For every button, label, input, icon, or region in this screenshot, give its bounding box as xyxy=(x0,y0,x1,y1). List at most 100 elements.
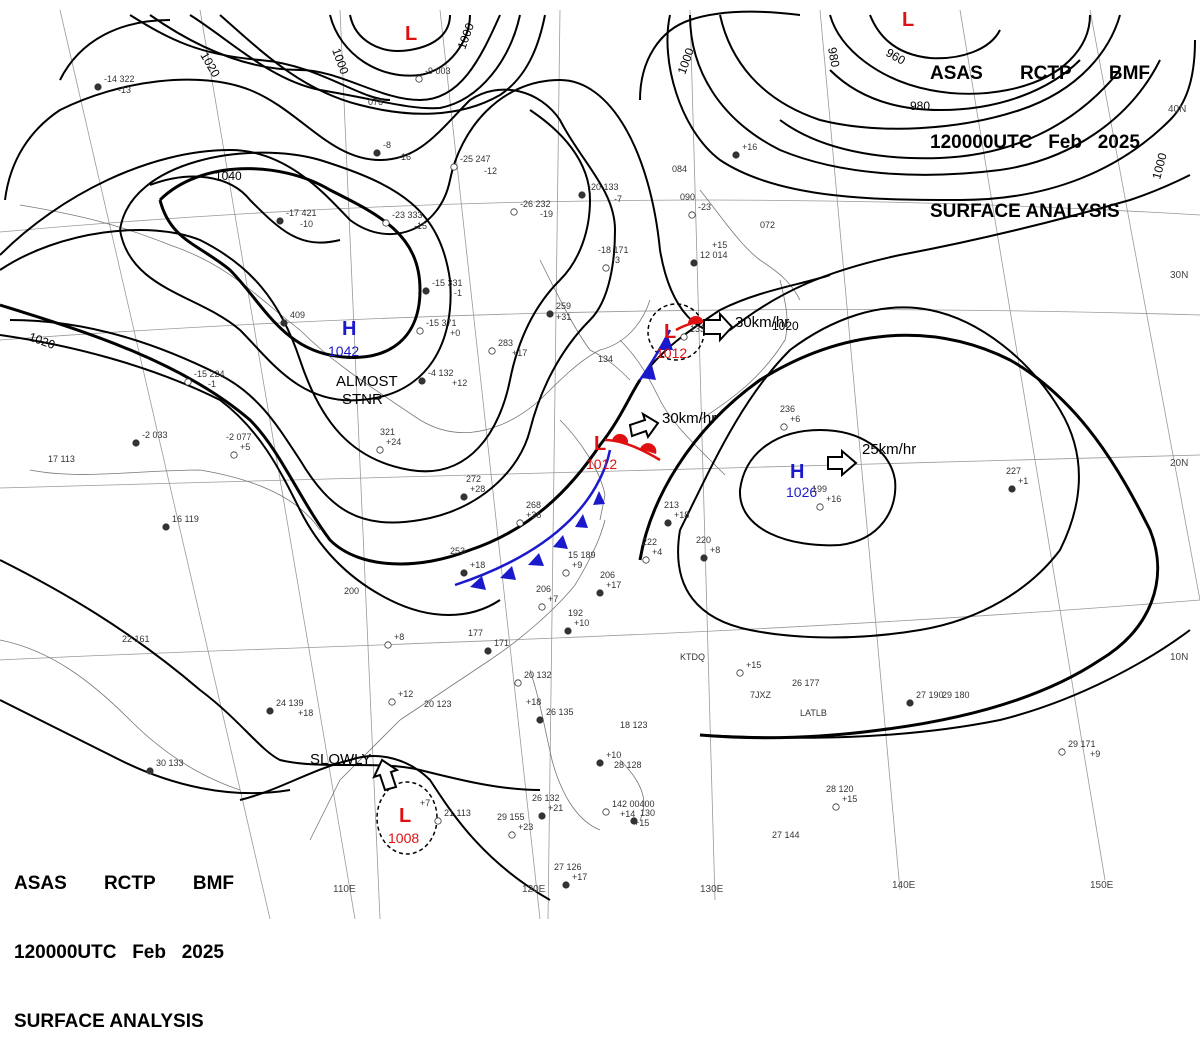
motion-arrow-icon xyxy=(372,758,400,792)
station-plot-value: 27 144 xyxy=(772,830,800,840)
station-plot-value: +12 xyxy=(398,689,413,699)
svg-text:150E: 150E xyxy=(1090,880,1114,891)
low-symbol: L xyxy=(594,433,606,455)
station-plot-value: 199 xyxy=(812,484,827,494)
station-plot-value: +31 xyxy=(556,312,571,322)
station-plot-value: +5 xyxy=(240,442,250,452)
station-plot-value: 090 xyxy=(680,192,695,202)
station-plot-value: 213 xyxy=(664,500,679,510)
station-plot-value: +8 xyxy=(710,545,720,555)
station-circle-icon xyxy=(382,219,390,227)
station-plot-value: +7 xyxy=(548,594,558,604)
station-plot-value: 321 xyxy=(380,427,395,437)
station-plot-value: -17 421 xyxy=(286,208,317,218)
svg-text:140E: 140E xyxy=(892,880,916,891)
station-circle-icon xyxy=(94,83,102,91)
station-circle-icon xyxy=(602,264,610,272)
station-circle-icon xyxy=(1008,485,1016,493)
station-plot-value: +10 xyxy=(606,750,621,760)
station-plot-value: +15 xyxy=(634,818,649,828)
station-plot-value: -18 171 xyxy=(598,245,629,255)
station-plot-value: 133 xyxy=(690,324,705,334)
station-plot-value: 084 xyxy=(672,164,687,174)
station-plot-value: -20 133 xyxy=(588,182,619,192)
station-plot-value: 192 xyxy=(568,608,583,618)
isobar-label: 980 xyxy=(910,99,930,113)
station-plot-value: 12 014 xyxy=(700,250,728,260)
station-plot-value: +4 xyxy=(652,547,662,557)
svg-text:40N: 40N xyxy=(1168,104,1186,115)
station-plot-value: +14 xyxy=(620,809,635,819)
slowly-label: SLOWLY xyxy=(310,751,371,768)
low-symbol: L xyxy=(405,23,417,45)
station-plot-value: 20 132 xyxy=(524,670,552,680)
low-center-north-2: L xyxy=(902,9,914,31)
station-plot-value: 177 xyxy=(468,628,483,638)
station-plot-value: +9 xyxy=(1090,749,1100,759)
station-plot-value: -23 xyxy=(698,202,711,212)
isobar-label: 1020 xyxy=(772,319,799,333)
station-circle-icon xyxy=(146,767,154,775)
station-plot-value: -2 077 xyxy=(226,432,252,442)
station-plot-value: +12 xyxy=(452,378,467,388)
station-circle-icon xyxy=(434,817,442,825)
station-plot-value: +15 xyxy=(712,240,727,250)
station-circle-icon xyxy=(450,163,458,171)
station-plot-value: 26 135 xyxy=(546,707,574,717)
station-plot-value: -13 xyxy=(118,85,131,95)
station-plot-value: 29 155 xyxy=(497,812,525,822)
station-plot-value: +7 xyxy=(420,798,430,808)
station-plot-value: +17 xyxy=(572,872,587,882)
station-circle-icon xyxy=(688,211,696,219)
station-circle-icon xyxy=(418,377,426,385)
station-plot-value: 227 xyxy=(1006,466,1021,476)
station-circle-icon xyxy=(680,333,688,341)
station-circle-icon xyxy=(596,589,604,597)
station-plot-value: +15 xyxy=(842,794,857,804)
station-plot-value: 26 177 xyxy=(792,678,820,688)
latitude-labels: 40N 30N 20N 10N xyxy=(1168,104,1188,663)
station-plot-value: -10 xyxy=(300,219,313,229)
motion-speed-label: 30km/hr xyxy=(662,410,716,427)
station-circle-icon xyxy=(415,75,423,83)
station-circle-icon xyxy=(230,451,238,459)
station-circle-icon xyxy=(780,423,788,431)
station-plot-value: 28 128 xyxy=(614,760,642,770)
low-center-1012-south: L 1012 xyxy=(586,433,617,472)
station-plot-value: -9 003 xyxy=(425,66,451,76)
station-plot-value: +18 xyxy=(526,697,541,707)
surface-analysis-map: 1020 1040 1000 1000 1020 1020 1000 980 9… xyxy=(0,0,1200,919)
station-plot-value: -19 xyxy=(540,209,553,219)
station-circle-icon xyxy=(736,669,744,677)
low-pressure-value: 1012 xyxy=(586,456,617,472)
station-plot-value: -1 xyxy=(208,379,216,389)
station-plot-value: 130 xyxy=(640,808,655,818)
station-plot-value: +17 xyxy=(512,348,527,358)
station-plot-value: 15 189 xyxy=(568,550,596,560)
station-plot-value: 28 120 xyxy=(826,784,854,794)
station-plot-value: +36 xyxy=(526,510,541,520)
motion-speed-label: 30km/hr xyxy=(735,314,789,331)
station-plot-value: 17 113 xyxy=(48,454,75,464)
svg-text:30N: 30N xyxy=(1170,270,1188,281)
almost-stnr-label: STNR xyxy=(342,391,383,408)
station-plot-value: 220 xyxy=(696,535,711,545)
station-plot-value: 142 00400 xyxy=(612,799,655,809)
station-circle-icon xyxy=(562,569,570,577)
station-circle-icon xyxy=(416,327,424,335)
station-plot-value: -2 033 xyxy=(142,430,168,440)
station-plots: -14 322-13 -9 003 076 -8 -16 -25 247 -12 -20 13… xyxy=(0,0,1100,889)
map-title: SURFACE ANALYSIS xyxy=(930,201,1120,222)
station-circle-icon xyxy=(388,698,396,706)
low-center-north-1: L xyxy=(405,23,417,45)
station-plot-value: +18 xyxy=(470,560,485,570)
station-plot-value: -26 232 xyxy=(520,199,551,209)
high-symbol: H xyxy=(342,318,356,340)
agency-line: ASAS RCTP BMF xyxy=(14,873,234,894)
station-circle-icon xyxy=(460,569,468,577)
station-plot-value: 283 xyxy=(498,338,513,348)
station-plot-value: 253 xyxy=(450,546,465,556)
station-plot-value: -15 xyxy=(414,221,427,231)
high-pressure-value: 1042 xyxy=(328,343,359,359)
map-header-bottom-left: ASAS RCTP BMF 120000UTC Feb 2025 SURFACE… xyxy=(14,826,234,1056)
